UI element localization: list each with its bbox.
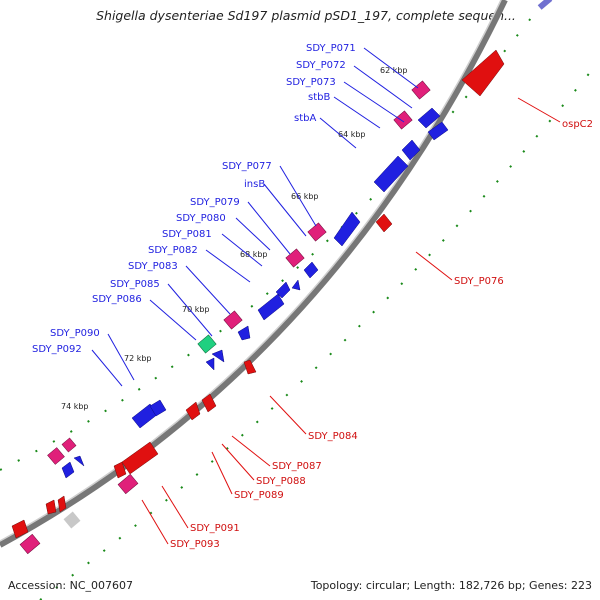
gene-forward [417, 107, 441, 129]
gene-reverse [243, 359, 257, 375]
tick-label: 72 kbp [124, 354, 152, 363]
gene-forward [373, 155, 409, 193]
gene-purple [537, 0, 553, 10]
gene-label: SDY_P080 [176, 213, 226, 224]
gene-label: ospC2 [562, 119, 593, 130]
gene-label: SDY_P087 [272, 461, 322, 472]
gene-label: insB [244, 179, 265, 190]
gene-forward [427, 121, 449, 141]
gene-pink [19, 533, 41, 555]
tick-track-inner [39, 59, 600, 600]
gene-label: SDY_P082 [148, 245, 198, 256]
gene-label: SDY_P089 [234, 490, 284, 501]
gene-reverse [185, 401, 201, 421]
gene-forward [61, 461, 75, 479]
gene-forward [257, 293, 285, 321]
gene-pink [285, 248, 305, 268]
gene-label: SDY_P090 [50, 328, 100, 339]
gene-reverse [113, 461, 127, 479]
gene-grey [63, 511, 81, 529]
gene-forward [401, 139, 421, 161]
gene-reverse [375, 213, 393, 233]
gene-forward [237, 325, 251, 341]
pink-genes [19, 80, 431, 555]
gene-forward [149, 399, 167, 417]
accession-text: Accession: NC_007607 [8, 579, 134, 592]
gene-reverse [11, 519, 29, 539]
gene-label: SDY_P071 [306, 43, 356, 54]
gene-reverse [45, 499, 57, 515]
leader-lines-red [141, 97, 561, 545]
reverse-genes [11, 49, 505, 539]
gene-green [197, 334, 217, 354]
tick-track-outer [0, 0, 546, 471]
gene-reverse [57, 495, 67, 513]
forward-genes [61, 107, 449, 479]
gene-label: SDY_P073 [286, 77, 336, 88]
tick-label: 66 kbp [291, 192, 319, 201]
gene-label: SDY_P086 [92, 294, 142, 305]
gene-forward [291, 279, 301, 291]
reverse-gene-labels: ospC2 SDY_P076 SDY_P084 SDY_P087 SDY_P08… [170, 119, 593, 550]
gene-forward [333, 211, 361, 247]
gene-reverse [461, 49, 505, 97]
gene-label: SDY_P077 [222, 161, 272, 172]
gene-label: SDY_P079 [190, 197, 240, 208]
gene-label: SDY_P072 [296, 60, 346, 71]
gene-pink [393, 110, 413, 130]
gene-label: SDY_P083 [128, 261, 178, 272]
gene-label: SDY_P093 [170, 539, 220, 550]
gene-pink [47, 447, 65, 465]
gene-label: SDY_P084 [308, 431, 358, 442]
gene-reverse [201, 393, 217, 413]
forward-gene-labels: SDY_P071 SDY_P072 SDY_P073 stbB stbA SDY… [32, 43, 356, 355]
gene-pink [223, 310, 243, 330]
gene-forward [73, 455, 85, 467]
gene-label: SDY_P085 [110, 279, 160, 290]
gene-forward [205, 357, 215, 371]
backbone-ring [0, 0, 508, 548]
gene-pink [411, 80, 431, 100]
gene-label: stbB [308, 92, 330, 103]
tick-label: 64 kbp [338, 130, 366, 139]
gene-label: SDY_P092 [32, 344, 82, 355]
topology-summary: Topology: circular; Length: 182,726 bp; … [310, 579, 592, 592]
gene-label: SDY_P088 [256, 476, 306, 487]
leader-lines-blue [91, 47, 419, 387]
gene-label: SDY_P081 [162, 229, 212, 240]
gene-label: SDY_P091 [190, 523, 240, 534]
tick-label: 70 kbp [182, 305, 210, 314]
tick-label: 68 kbp [240, 250, 268, 259]
gene-forward [275, 281, 291, 299]
gene-label: stbA [294, 113, 316, 124]
tick-label: 74 kbp [61, 402, 89, 411]
gene-pink [307, 222, 327, 242]
gene-forward [303, 261, 319, 279]
map-title: Shigella dysenteriae Sd197 plasmid pSD1_… [96, 8, 516, 23]
gene-pink [61, 437, 77, 453]
gene-label: SDY_P076 [454, 276, 504, 287]
gene-pink [117, 473, 139, 495]
gene-forward [211, 349, 225, 363]
gene-reverse [121, 441, 159, 475]
